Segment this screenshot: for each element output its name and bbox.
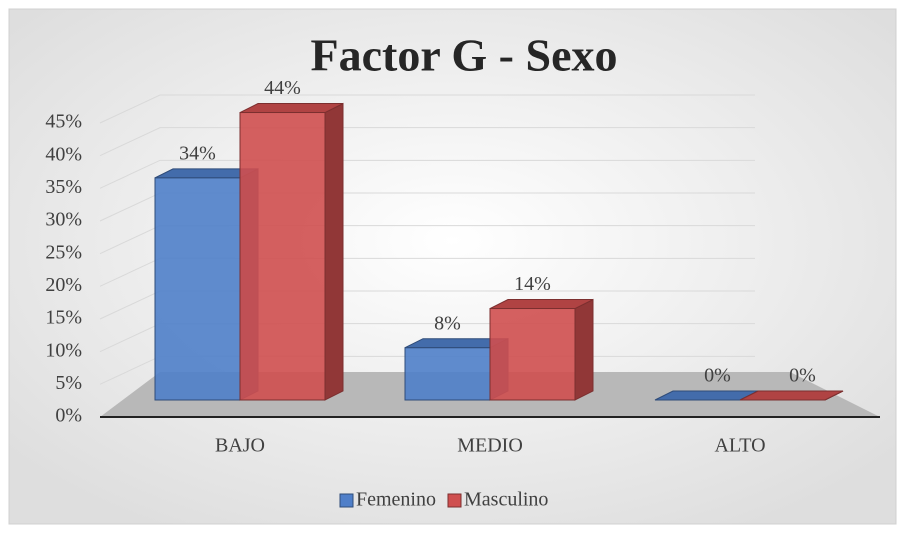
- x-tick-label: MEDIO: [457, 435, 523, 457]
- bar-top: [489, 299, 594, 310]
- y-tick-label: 5%: [55, 372, 82, 394]
- bar: [489, 298, 594, 401]
- grid-line: [99, 127, 755, 157]
- chart-title: Factor G - Sexo: [310, 30, 617, 81]
- value-label: 0%: [789, 365, 816, 387]
- y-tick-label: 20%: [45, 274, 82, 296]
- grid-line: [99, 159, 755, 189]
- bar-side: [324, 102, 344, 401]
- bar-front: [404, 347, 491, 401]
- legend-swatch: [339, 493, 354, 508]
- y-tick-label: 0%: [55, 405, 82, 427]
- value-label: 8%: [434, 312, 461, 334]
- y-tick-label: 30%: [45, 209, 82, 231]
- x-tick-label: BAJO: [215, 435, 265, 457]
- bar-side: [574, 298, 594, 401]
- bar: [739, 390, 844, 401]
- bar-front: [239, 112, 326, 401]
- y-tick-label: 45%: [45, 111, 82, 133]
- x-tick-label: ALTO: [714, 435, 765, 457]
- legend-label: Masculino: [464, 489, 548, 511]
- bar: [239, 102, 344, 401]
- bar-front: [154, 177, 241, 401]
- bar-top: [239, 103, 344, 114]
- y-tick-label: 40%: [45, 143, 82, 165]
- y-tick-label: 25%: [45, 241, 82, 263]
- value-label: 0%: [704, 365, 731, 387]
- legend-swatch: [447, 493, 462, 508]
- bar-top: [739, 390, 844, 401]
- value-label: 44%: [264, 77, 301, 99]
- value-label: 14%: [514, 273, 551, 295]
- y-tick-label: 35%: [45, 176, 82, 198]
- grid-line: [99, 94, 755, 124]
- legend-label: Femenino: [356, 489, 436, 511]
- y-tick-label: 15%: [45, 307, 82, 329]
- y-tick-label: 10%: [45, 339, 82, 361]
- bar-front: [489, 308, 576, 401]
- value-label: 34%: [179, 142, 216, 164]
